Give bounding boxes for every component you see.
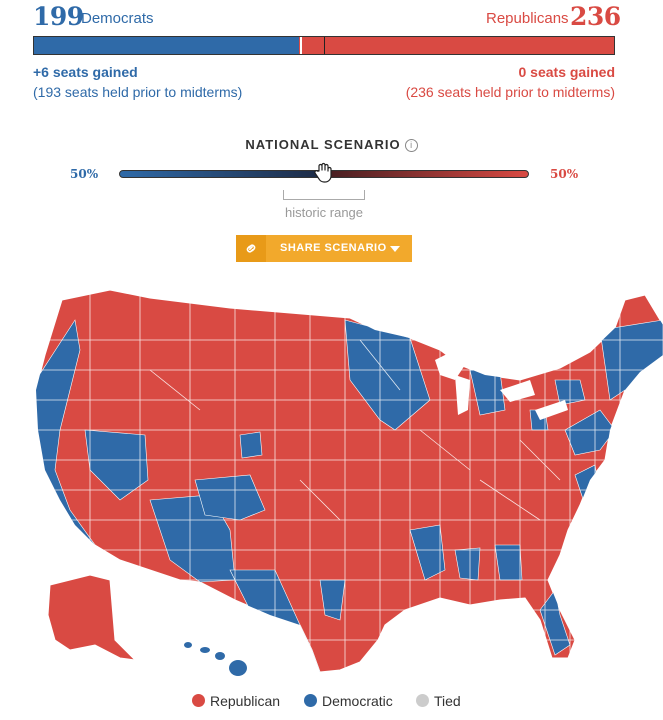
rep-label: Republicans — [486, 10, 569, 27]
link-icon — [246, 244, 256, 253]
legend-republican: Republican — [210, 693, 281, 709]
great-lakes — [435, 350, 568, 420]
legend-republican-swatch — [192, 694, 205, 707]
scenario-title: NATIONAL SCENARIO i — [0, 137, 663, 152]
rep-scenario-pct: 50% — [550, 167, 579, 181]
link-icon-box — [236, 235, 266, 262]
congressional-district-map[interactable] — [0, 280, 663, 685]
share-scenario-button[interactable]: SHARE SCENARIO — [236, 235, 412, 262]
scenario-title-text: NATIONAL SCENARIO — [245, 137, 401, 152]
dem-seat-count: 199 — [33, 2, 84, 31]
seat-bar — [33, 36, 615, 55]
dem-scenario-pct: 50% — [70, 167, 99, 181]
seat-bar-separator — [300, 37, 302, 54]
historic-range-bracket — [283, 190, 365, 200]
caret-down-icon — [390, 246, 400, 252]
majority-marker — [324, 37, 325, 54]
legend-democratic-swatch — [304, 694, 317, 707]
hawaii — [184, 642, 247, 676]
legend-tied: Tied — [434, 693, 461, 709]
rep-seats-gained: 0 seats gained — [518, 64, 616, 80]
share-scenario-label: SHARE SCENARIO — [280, 242, 387, 254]
rep-seat-count: 236 — [570, 2, 621, 31]
legend-tied-swatch — [416, 694, 429, 707]
seat-bar-dem-fill — [34, 37, 299, 54]
historic-range-label: historic range — [284, 205, 364, 220]
dem-seats-prior: (193 seats held prior to midterms) — [33, 84, 243, 100]
hand-cursor-icon[interactable] — [313, 162, 333, 184]
dem-label: Democrats — [81, 10, 154, 27]
alaska — [47, 574, 137, 661]
legend-democratic: Democratic — [322, 693, 393, 709]
results-header: 199 Democrats Republicans 236 — [0, 0, 663, 34]
info-icon[interactable]: i — [404, 139, 418, 152]
dem-seats-gained: +6 seats gained — [33, 64, 138, 80]
rep-seats-prior: (236 seats held prior to midterms) — [405, 84, 615, 100]
legend: Republican Democratic Tied — [0, 692, 663, 712]
